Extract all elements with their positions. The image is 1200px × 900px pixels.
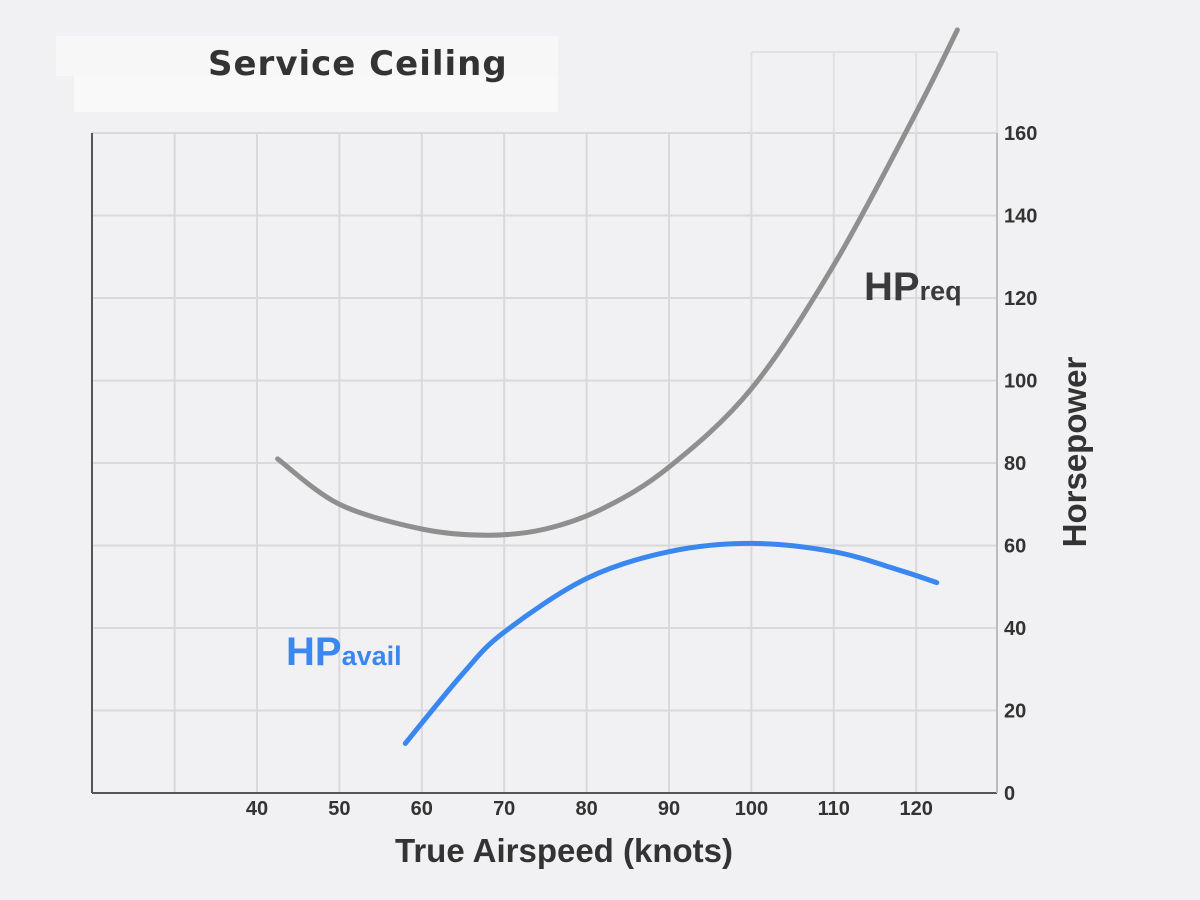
title-background-lower — [74, 76, 558, 112]
series-line-hp-avail — [402, 540, 940, 746]
upper-grid-lines — [750, 51, 998, 133]
series-label-hp-avail-sub: avail — [342, 641, 402, 671]
chart-title: Service Ceiling — [208, 44, 508, 84]
y-tick-label: 60 — [1004, 536, 1026, 558]
x-tick-label: 100 — [735, 798, 768, 820]
x-tick-label: 70 — [493, 798, 515, 820]
series-label-hp-avail-main: HP — [286, 630, 342, 674]
y-tick-label: 0 — [1004, 783, 1015, 805]
series-label-hp-req-sub: req — [920, 276, 962, 306]
axes — [91, 133, 998, 794]
grid-lines — [92, 132, 997, 793]
axis-labels: True Airspeed (knots) Horsepower — [395, 356, 1093, 869]
x-tick-label: 50 — [328, 798, 350, 820]
x-axis-label: True Airspeed (knots) — [395, 832, 733, 869]
tick-labels: 40 50 60 70 80 90 100 110 120 0 20 40 60 80 100 120 140 1… — [246, 123, 1038, 820]
y-tick-label: 40 — [1004, 618, 1026, 640]
y-tick-label: 20 — [1004, 701, 1026, 723]
series-labels: HPreq HPavail — [286, 265, 962, 674]
series-line-hp-req — [275, 27, 960, 538]
y-tick-label: 80 — [1004, 453, 1026, 475]
series-label-hp-req: HPreq — [864, 265, 962, 309]
x-tick-label: 40 — [246, 798, 268, 820]
x-tick-label: 60 — [411, 798, 433, 820]
series-label-hp-avail: HPavail — [286, 630, 402, 674]
series-label-hp-req-main: HP — [864, 265, 920, 309]
x-tick-label: 90 — [658, 798, 680, 820]
y-tick-label: 120 — [1004, 288, 1037, 310]
x-tick-label: 80 — [575, 798, 597, 820]
y-tick-label: 100 — [1004, 371, 1037, 393]
y-tick-label: 160 — [1004, 123, 1037, 145]
title-background — [56, 36, 558, 76]
x-tick-label: 110 — [818, 798, 850, 820]
x-tick-label: 120 — [900, 798, 933, 820]
y-axis-label: Horsepower — [1056, 356, 1093, 547]
series-lines — [275, 27, 960, 746]
y-tick-label: 140 — [1004, 206, 1037, 228]
